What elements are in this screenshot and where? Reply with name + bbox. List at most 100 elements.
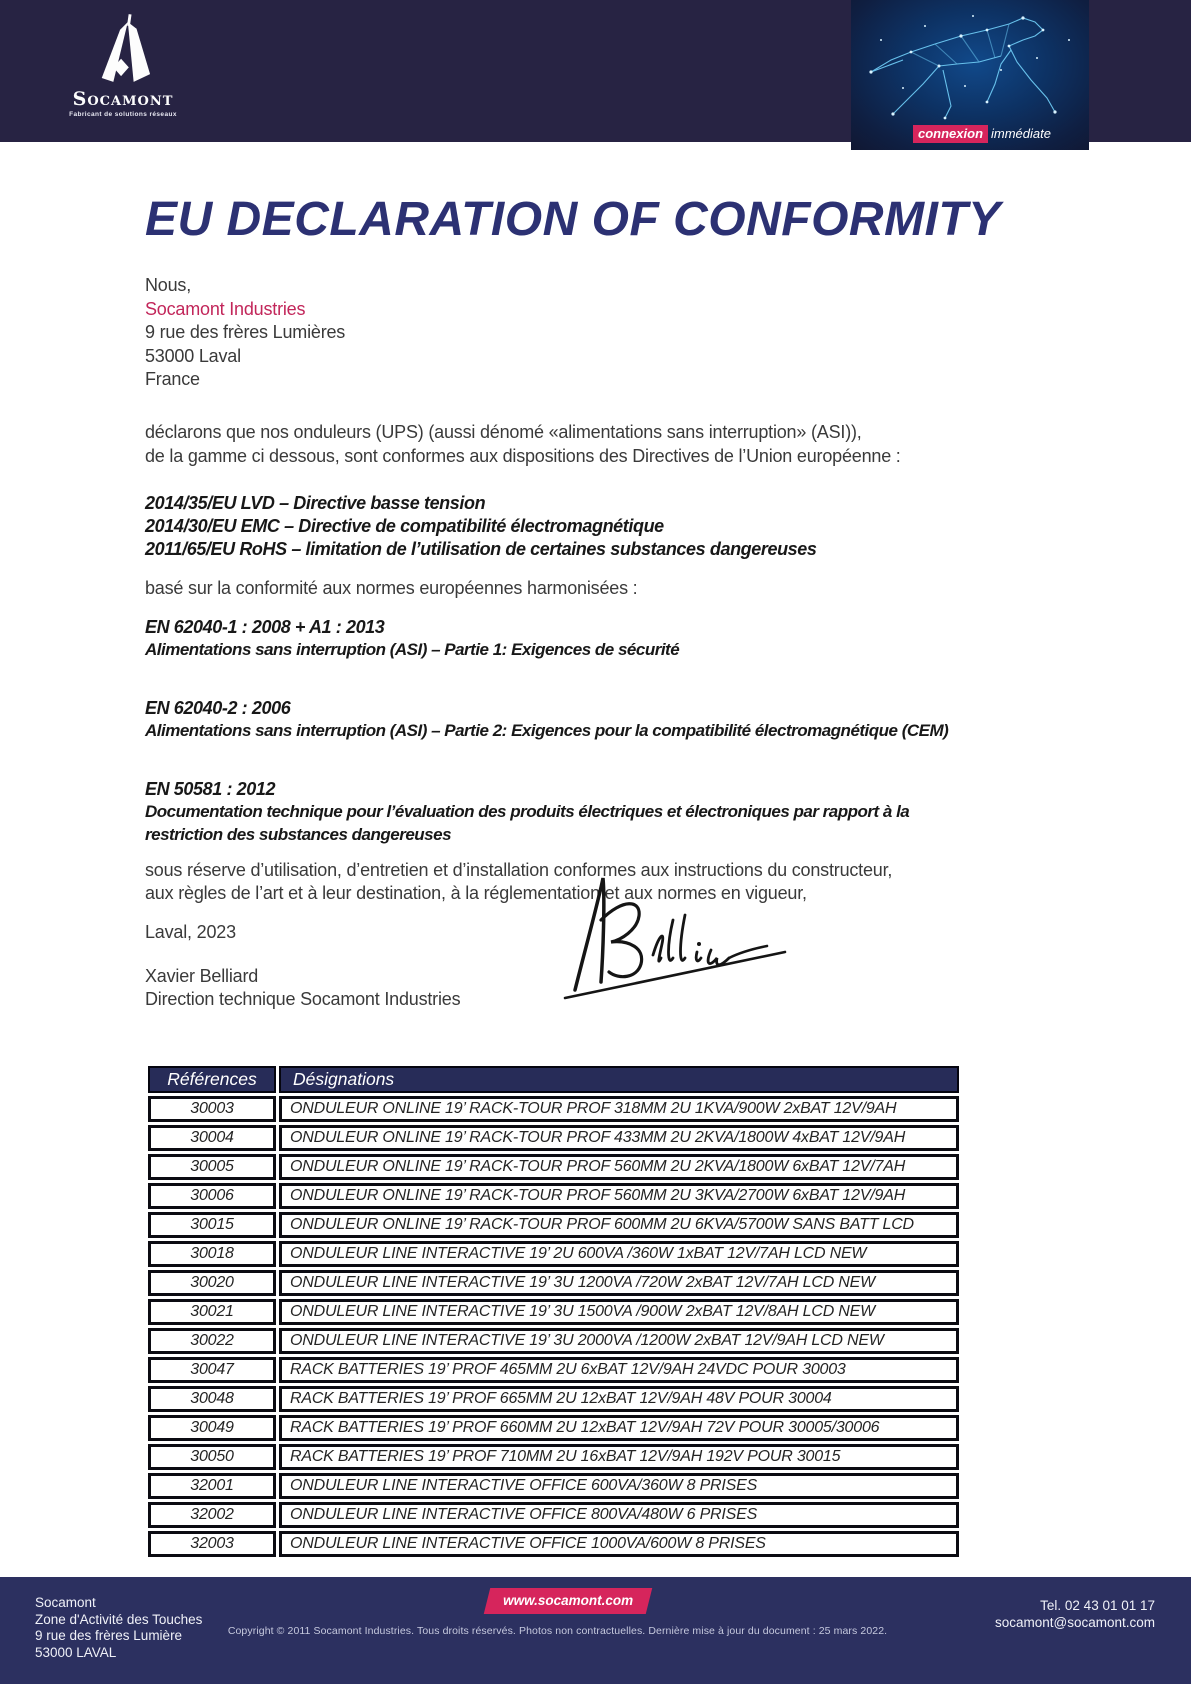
ref-cell: 30003: [148, 1096, 276, 1122]
socamont-logo: Socamont Fabricant de solutions réseaux: [58, 14, 188, 118]
table-row: 30004 ONDULEUR ONLINE 19’ RACK-TOUR PROF …: [148, 1125, 959, 1151]
handwritten-signature: [563, 877, 787, 1000]
designation-cell: ONDULEUR ONLINE 19’ RACK-TOUR PROF 560MM…: [279, 1154, 959, 1180]
ref-cell: 32001: [148, 1473, 276, 1499]
ref-cell: 30021: [148, 1299, 276, 1325]
standard-en50581: EN 50581 : 2012 Documentation technique …: [145, 778, 960, 846]
declaration-line1: déclarons que nos onduleurs (UPS) (aussi…: [145, 422, 862, 442]
table-row: 30006 ONDULEUR ONLINE 19’ RACK-TOUR PROF …: [148, 1183, 959, 1209]
designation-cell: ONDULEUR LINE INTERACTIVE 19’ 3U 2000VA …: [279, 1328, 959, 1354]
company-address-line1: 9 rue des frères Lumières: [145, 322, 346, 342]
directives-list: 2014/35/EU LVD – Directive basse tension…: [145, 492, 817, 561]
column-header-references: Références: [148, 1066, 276, 1093]
page-title: EU DECLARATION OF CONFORMITY: [145, 193, 1001, 246]
hero-caption-italic: immédiate: [991, 126, 1051, 141]
declaration-line2: de la gamme ci dessous, sont conformes a…: [145, 446, 901, 466]
footer-phone: Tel. 02 43 01 01 17: [1040, 1598, 1155, 1613]
standard-code: EN 50581 : 2012: [145, 779, 276, 799]
ref-cell: 30020: [148, 1270, 276, 1296]
table-row: 30022 ONDULEUR LINE INTERACTIVE 19’ 3U 20…: [148, 1328, 959, 1354]
place-date: Laval, 2023: [145, 922, 236, 942]
ref-cell: 30018: [148, 1241, 276, 1267]
standard-en62040-1: EN 62040-1 : 2008 + A1 : 2013 Alimentati…: [145, 616, 680, 662]
designation-cell: ONDULEUR LINE INTERACTIVE OFFICE 800VA/4…: [279, 1502, 959, 1528]
table-row: 30048 RACK BATTERIES 19’ PROF 665MM 2U 12…: [148, 1386, 959, 1412]
company-address-line3: France: [145, 369, 200, 389]
table-row: 32002 ONDULEUR LINE INTERACTIVE OFFICE 80…: [148, 1502, 959, 1528]
column-header-designations: Désignations: [279, 1066, 959, 1093]
based-on-line: basé sur la conformité aux normes europé…: [145, 578, 638, 598]
website-button[interactable]: www.socamont.com: [483, 1588, 653, 1614]
designation-cell: ONDULEUR ONLINE 19’ RACK-TOUR PROF 318MM…: [279, 1096, 959, 1122]
declaration-paragraph: déclarons que nos onduleurs (UPS) (aussi…: [145, 420, 901, 468]
footer-address-line2: Zone d'Activité des Touches: [35, 1611, 203, 1627]
designation-cell: RACK BATTERIES 19’ PROF 660MM 2U 12xBAT …: [279, 1415, 959, 1441]
hero-caption-highlight: connexion: [913, 125, 989, 143]
table-row: 30003 ONDULEUR ONLINE 19’ RACK-TOUR PROF …: [148, 1096, 959, 1122]
ref-cell: 32003: [148, 1531, 276, 1557]
socamont-logo-icon: [101, 14, 151, 82]
table-row: 30020 ONDULEUR LINE INTERACTIVE 19’ 3U 12…: [148, 1270, 959, 1296]
designation-cell: ONDULEUR LINE INTERACTIVE 19’ 3U 1500VA …: [279, 1299, 959, 1325]
footer-email[interactable]: socamont@socamont.com: [994, 1615, 1155, 1630]
footer-band: Socamont Zone d'Activité des Touches 9 r…: [0, 1577, 1191, 1684]
standard-en62040-2: EN 62040-2 : 2006 Alimentations sans int…: [145, 697, 949, 743]
reserve-line1: sous réserve d’utilisation, d’entretien …: [145, 860, 893, 880]
designation-cell: ONDULEUR ONLINE 19’ RACK-TOUR PROF 560MM…: [279, 1183, 959, 1209]
standard-desc: Documentation technique pour l’évaluatio…: [145, 802, 910, 844]
standard-desc: Alimentations sans interruption (ASI) – …: [145, 640, 680, 659]
directive-emc: 2014/30/EU EMC – Directive de compatibil…: [145, 516, 664, 536]
reserve-paragraph: sous réserve d’utilisation, d’entretien …: [145, 859, 892, 905]
table-row: 32001 ONDULEUR LINE INTERACTIVE OFFICE 60…: [148, 1473, 959, 1499]
designation-cell: RACK BATTERIES 19’ PROF 465MM 2U 6xBAT 1…: [279, 1357, 959, 1383]
ref-cell: 32002: [148, 1502, 276, 1528]
website-button-label: www.socamont.com: [503, 1593, 634, 1608]
ref-cell: 30006: [148, 1183, 276, 1209]
directive-lvd: 2014/35/EU LVD – Directive basse tension: [145, 493, 486, 513]
directive-rohs: 2011/65/EU RoHS – limitation de l’utilis…: [145, 539, 817, 559]
designation-cell: ONDULEUR LINE INTERACTIVE OFFICE 600VA/3…: [279, 1473, 959, 1499]
table-row: 30049 RACK BATTERIES 19’ PROF 660MM 2U 12…: [148, 1415, 959, 1441]
table-row: 30018 ONDULEUR LINE INTERACTIVE 19’ 2U 60…: [148, 1241, 959, 1267]
table-header-row: Références Désignations: [148, 1066, 959, 1093]
footer-address-line4: 53000 LAVAL: [35, 1644, 117, 1660]
standard-code: EN 62040-2 : 2006: [145, 698, 291, 718]
company-name: Socamont Industries: [145, 298, 306, 319]
footer-address-line1: Socamont: [35, 1595, 96, 1610]
table-row: 30015 ONDULEUR ONLINE 19’ RACK-TOUR PROF …: [148, 1212, 959, 1238]
logo-name: Socamont: [72, 88, 174, 110]
footer-address: Socamont Zone d'Activité des Touches 9 r…: [35, 1595, 202, 1661]
ref-cell: 30048: [148, 1386, 276, 1412]
signatory-role: Direction technique Socamont Industries: [145, 989, 461, 1009]
designation-cell: ONDULEUR LINE INTERACTIVE OFFICE 1000VA/…: [279, 1531, 959, 1557]
intro-block: Nous, Socamont Industries 9 rue des frèr…: [145, 274, 345, 392]
table-row: 30050 RACK BATTERIES 19’ PROF 710MM 2U 16…: [148, 1444, 959, 1470]
copyright-text: Copyright © 2011 Socamont Industries. To…: [227, 1625, 888, 1637]
designation-cell: ONDULEUR LINE INTERACTIVE 19’ 3U 1200VA …: [279, 1270, 959, 1296]
company-address-line2: 53000 Laval: [145, 345, 241, 366]
signatory-block: Xavier Belliard Direction technique Soca…: [145, 965, 461, 1011]
footer-contact: Tel. 02 43 01 01 17 socamont@socamont.co…: [995, 1597, 1155, 1631]
ref-cell: 30050: [148, 1444, 276, 1470]
table-row: 30021 ONDULEUR LINE INTERACTIVE 19’ 3U 15…: [148, 1299, 959, 1325]
ref-cell: 30047: [148, 1357, 276, 1383]
ref-cell: 30004: [148, 1125, 276, 1151]
designation-cell: ONDULEUR ONLINE 19’ RACK-TOUR PROF 600MM…: [279, 1212, 959, 1238]
hero-caption: connexion immédiate: [913, 125, 1051, 143]
designation-cell: RACK BATTERIES 19’ PROF 665MM 2U 12xBAT …: [279, 1386, 959, 1412]
table-row: 30005 ONDULEUR ONLINE 19’ RACK-TOUR PROF …: [148, 1154, 959, 1180]
ref-cell: 30022: [148, 1328, 276, 1354]
cheetah-banner: connexion immédiate: [851, 0, 1089, 150]
ref-cell: 30005: [148, 1154, 276, 1180]
signatory-name: Xavier Belliard: [145, 966, 259, 986]
standard-code: EN 62040-1 : 2008 + A1 : 2013: [145, 617, 385, 637]
intro-nous: Nous,: [145, 275, 192, 295]
product-reference-table: Références Désignations 30003 ONDULEUR ON…: [145, 1063, 962, 1560]
ref-cell: 30049: [148, 1415, 276, 1441]
table-row: 30047 RACK BATTERIES 19’ PROF 465MM 2U 6x…: [148, 1357, 959, 1383]
reserve-line2: aux règles de l’art et à leur destinatio…: [145, 883, 807, 903]
standard-desc: Alimentations sans interruption (ASI) – …: [145, 721, 949, 740]
designation-cell: RACK BATTERIES 19’ PROF 710MM 2U 16xBAT …: [279, 1444, 959, 1470]
designation-cell: ONDULEUR ONLINE 19’ RACK-TOUR PROF 433MM…: [279, 1125, 959, 1151]
